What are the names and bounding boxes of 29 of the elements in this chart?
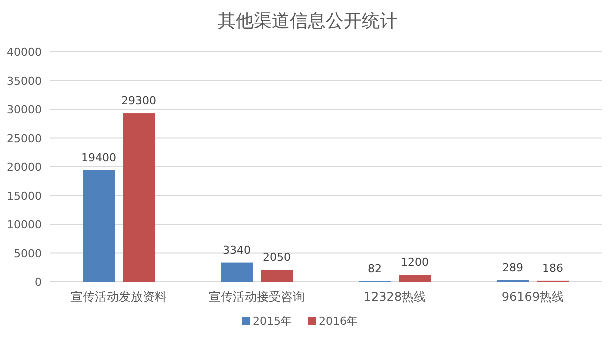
x-tick-label: 12328热线: [364, 290, 426, 304]
y-tick-label: 15000: [7, 190, 42, 203]
y-tick-label: 40000: [7, 46, 42, 59]
y-tick-label: 30000: [7, 104, 42, 116]
chart-title: 其他渠道信息公开统计: [218, 11, 398, 32]
y-tick-label: 5000: [14, 247, 42, 260]
y-tick-label: 0: [35, 276, 42, 289]
y-tick-label: 35000: [7, 74, 42, 88]
data-label: 82: [368, 262, 382, 276]
bar: [221, 262, 253, 282]
x-tick-label: 宣传活动发放资料: [71, 290, 167, 304]
data-label: 289: [502, 261, 524, 274]
x-tick-label: 96169热线: [502, 290, 564, 304]
y-tick-label: 20000: [7, 161, 42, 174]
bar: [123, 114, 155, 282]
data-label: 186: [542, 262, 564, 275]
bar: [261, 270, 293, 282]
y-tick-label: 25000: [7, 132, 42, 146]
data-label: 19400: [82, 151, 116, 164]
legend-label: 2016年: [319, 315, 358, 328]
legend-label: 2015年: [253, 315, 292, 328]
data-label: 1200: [401, 256, 429, 270]
data-label: 2050: [263, 251, 291, 264]
data-label: 3340: [223, 244, 251, 257]
x-tick-label: 宣传活动接受咨询: [209, 290, 305, 304]
data-label: 29300: [122, 94, 156, 108]
bar: [399, 275, 431, 282]
y-tick-label: 10000: [7, 218, 42, 232]
bar: [83, 170, 115, 282]
